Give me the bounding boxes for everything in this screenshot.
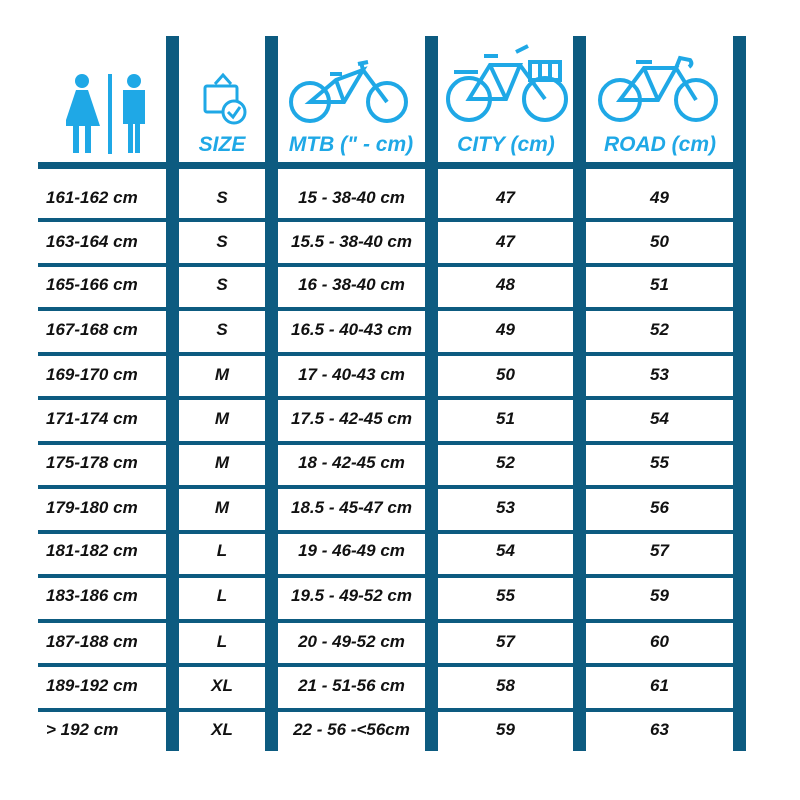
cell-size: L xyxy=(216,541,228,560)
size-box-check-icon xyxy=(203,72,247,125)
cell-road: 51 xyxy=(650,275,669,294)
cell-city: 59 xyxy=(496,720,515,739)
cell-city: 50 xyxy=(496,365,515,384)
cell-height: 181-182 cm xyxy=(46,541,138,560)
male-female-person-icon xyxy=(66,74,145,154)
row-separator xyxy=(38,574,746,578)
grid-line-v4 xyxy=(573,36,586,751)
row-separator xyxy=(38,619,746,623)
cell-road: 61 xyxy=(650,676,669,695)
cell-size: XL xyxy=(211,720,233,739)
header-city: CITY (cm) xyxy=(457,133,555,156)
grid-line-v1 xyxy=(166,36,179,751)
cell-city: 51 xyxy=(496,409,515,428)
cell-mtb: 19 - 46-49 cm xyxy=(298,541,405,560)
cell-height: 187-188 cm xyxy=(46,632,138,651)
cell-road: 59 xyxy=(650,586,669,605)
row-separator xyxy=(38,352,746,356)
cell-city: 55 xyxy=(496,586,515,605)
cell-size: L xyxy=(216,632,228,651)
cell-height: > 192 cm xyxy=(46,720,119,739)
grid-line-v3 xyxy=(425,36,438,751)
cell-road: 54 xyxy=(650,409,669,428)
cell-height: 169-170 cm xyxy=(46,365,138,384)
cell-mtb: 19.5 - 49-52 cm xyxy=(291,586,412,605)
row-separator xyxy=(38,218,746,222)
cell-road: 53 xyxy=(650,365,669,384)
cell-road: 50 xyxy=(650,232,669,251)
road-bike-icon xyxy=(598,55,718,122)
cell-height: 183-186 cm xyxy=(46,586,138,605)
row-separator xyxy=(38,485,746,489)
city-bike-basket-icon xyxy=(446,44,568,122)
cell-city: 48 xyxy=(496,275,515,294)
grid-line-v5 xyxy=(733,36,746,751)
cell-height: 165-166 cm xyxy=(46,275,138,294)
cell-city: 47 xyxy=(496,232,515,251)
cell-mtb: 15.5 - 38-40 cm xyxy=(291,232,412,251)
grid-line-v2 xyxy=(265,36,278,751)
cell-mtb: 18.5 - 45-47 cm xyxy=(291,498,412,517)
cell-road: 55 xyxy=(650,453,669,472)
cell-road: 56 xyxy=(650,498,669,517)
cell-height: 161-162 cm xyxy=(46,188,138,207)
cell-road: 63 xyxy=(650,720,669,739)
row-separator xyxy=(38,263,746,267)
cell-height: 167-168 cm xyxy=(46,320,138,339)
cell-size: M xyxy=(214,453,230,472)
cell-city: 57 xyxy=(496,632,515,651)
cell-size: S xyxy=(216,232,228,251)
cell-mtb: 17.5 - 42-45 cm xyxy=(291,409,412,428)
cell-height: 175-178 cm xyxy=(46,453,138,472)
cell-height: 189-192 cm xyxy=(46,676,138,695)
cell-road: 52 xyxy=(650,320,669,339)
cell-city: 54 xyxy=(496,541,515,560)
cell-city: 49 xyxy=(496,320,515,339)
cell-mtb: 16 - 38-40 cm xyxy=(298,275,405,294)
header-size: SIZE xyxy=(198,133,246,156)
cell-city: 58 xyxy=(496,676,515,695)
cell-city: 52 xyxy=(496,453,515,472)
cell-size: M xyxy=(214,409,230,428)
cell-size: M xyxy=(214,498,230,517)
cell-mtb: 21 - 51-56 cm xyxy=(298,676,405,695)
cell-size: S xyxy=(216,188,228,207)
cell-size: XL xyxy=(211,676,233,695)
header-road: ROAD (cm) xyxy=(603,133,716,156)
row-separator xyxy=(38,530,746,534)
cell-height: 163-164 cm xyxy=(46,232,138,251)
cell-size: L xyxy=(216,586,228,605)
cell-mtb: 17 - 40-43 cm xyxy=(298,365,405,384)
cell-road: 57 xyxy=(650,541,669,560)
cell-mtb: 18 - 42-45 cm xyxy=(298,453,405,472)
cell-city: 53 xyxy=(496,498,515,517)
cell-road: 49 xyxy=(650,188,669,207)
cell-mtb: 20 - 49-52 cm xyxy=(298,632,405,651)
row-separator xyxy=(38,708,746,712)
header-mtb: MTB (" - cm) xyxy=(288,133,414,156)
cell-mtb: 16.5 - 40-43 cm xyxy=(291,320,412,339)
mountain-bike-icon xyxy=(289,60,408,123)
cell-city: 47 xyxy=(496,188,515,207)
row-separator xyxy=(38,441,746,445)
row-separator xyxy=(38,663,746,667)
cell-size: M xyxy=(214,365,230,384)
cell-mtb: 22 - 56 -<56cm xyxy=(293,720,410,739)
cell-mtb: 15 - 38-40 cm xyxy=(298,188,405,207)
cell-size: S xyxy=(216,320,228,339)
row-separator xyxy=(38,396,746,400)
header-separator xyxy=(38,162,746,169)
row-separator xyxy=(38,307,746,311)
cell-road: 60 xyxy=(650,632,669,651)
cell-height: 179-180 cm xyxy=(46,498,138,517)
cell-size: S xyxy=(216,275,228,294)
cell-height: 171-174 cm xyxy=(46,409,138,428)
